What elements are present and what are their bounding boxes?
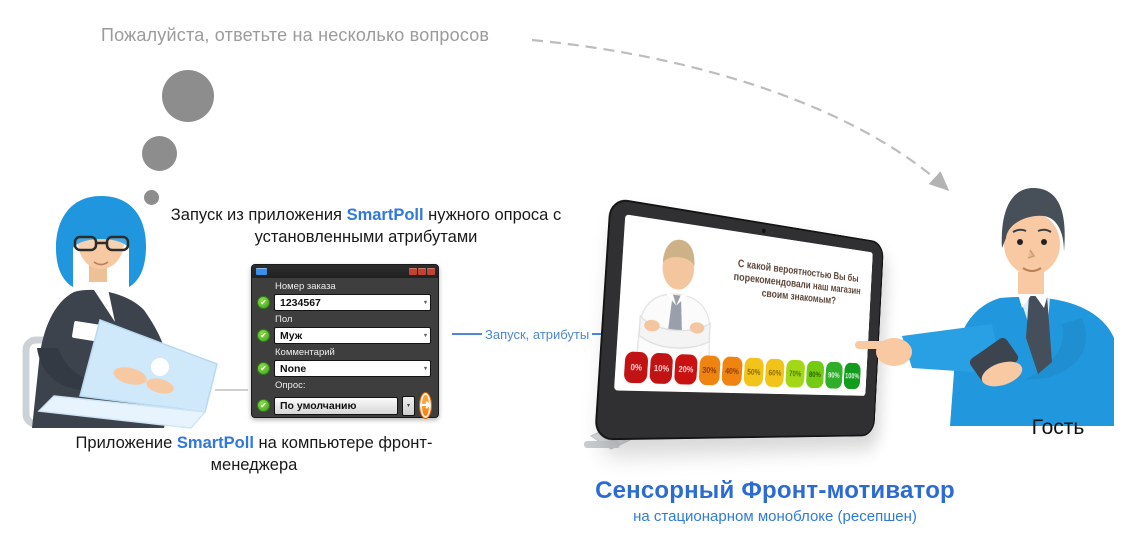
manager-caption-post: на компьютере фронт-менеджера <box>210 434 433 474</box>
comment-value: None <box>280 362 307 375</box>
guest-label: Гость <box>1031 416 1085 439</box>
field-label-order: Номер заказа <box>275 281 336 292</box>
smartpoll-brand: SmartPoll <box>176 434 254 452</box>
pointing-hand <box>855 338 912 366</box>
check-icon: ✔ <box>257 362 270 375</box>
app-icon <box>256 268 267 275</box>
maximize-button[interactable] <box>418 268 426 275</box>
gender-input[interactable]: Муж ▾ <box>274 327 431 344</box>
dropdown-caret-icon[interactable]: ▾ <box>423 333 427 339</box>
dropdown-caret-icon[interactable]: ▾ <box>423 300 427 306</box>
app-titlebar[interactable] <box>252 265 438 278</box>
launch-caption-pre: Запуск из приложения <box>170 206 347 224</box>
smartphone <box>969 337 1019 383</box>
nps-question: С какой вероятностью Вы бы порекомендова… <box>733 256 861 307</box>
check-icon: ✔ <box>257 296 270 309</box>
webcam-icon <box>761 228 766 234</box>
smartpoll-brand: SmartPoll <box>346 206 424 224</box>
gender-value: Муж <box>280 329 303 342</box>
nps-button[interactable]: 90% <box>824 361 843 389</box>
survey-select[interactable]: По умолчанию <box>274 396 398 415</box>
dropdown-caret-icon[interactable]: ▾ <box>423 366 427 372</box>
nps-button[interactable]: 40% <box>721 356 743 386</box>
nps-button[interactable]: 80% <box>805 360 825 389</box>
comment-input[interactable]: None ▾ <box>274 360 431 377</box>
flow-arrow-label: Запуск, атрибуты <box>485 326 590 342</box>
thought-bubble-circle-medium <box>142 136 177 171</box>
desk-line <box>215 389 248 391</box>
check-icon: ✔ <box>257 399 270 412</box>
kiosk-caption-subtitle: на стационарном моноблоке (ресепшен) <box>633 508 917 525</box>
flow-arrow-line <box>452 333 482 335</box>
nps-button[interactable]: 50% <box>743 357 765 387</box>
check-icon: ✔ <box>257 329 270 342</box>
laptop-logo <box>151 358 169 376</box>
typing-hand <box>113 367 147 385</box>
submit-arrow-button[interactable]: ➜ <box>419 392 432 419</box>
guest-illustration <box>855 188 1114 426</box>
field-label-gender: Пол <box>275 314 293 325</box>
survey-dropdown-button[interactable]: ▾ <box>402 395 415 416</box>
nps-button[interactable]: 30% <box>698 355 721 386</box>
thought-bubble-text: Пожалуйста, ответьте на несколько вопрос… <box>101 25 490 45</box>
nps-button[interactable]: 10% <box>649 352 674 385</box>
hair <box>1001 188 1065 252</box>
kiosk-caption-title: Сенсорный Фронт-мотиватор <box>595 477 955 504</box>
kiosk-touchscreen[interactable]: С какой вероятностью Вы бы порекомендова… <box>613 214 873 396</box>
field-label-comment: Комментарий <box>275 347 335 358</box>
front-manager-illustration <box>22 196 218 429</box>
smartpoll-app-window: Номер заказа ✔ 1234567 ▾ Пол ✔ Муж ▾ Комме… <box>251 264 439 419</box>
glasses-icon <box>73 235 130 252</box>
thought-bubble-circle-large <box>162 70 214 122</box>
nps-button[interactable]: 20% <box>674 353 698 385</box>
nps-button-row: 0% 10% 20% 30% 40% 50% 60% 70% 80% 90% 1… <box>623 351 861 390</box>
manager-caption: Приложение SmartPoll на компьютере фронт… <box>52 432 456 476</box>
launch-caption: Запуск из приложения SmartPoll нужного о… <box>170 204 562 248</box>
laptop-base <box>37 395 207 429</box>
nps-button[interactable]: 60% <box>764 358 785 388</box>
survey-value: По умолчанию <box>280 399 357 412</box>
order-number-value: 1234567 <box>280 296 321 309</box>
manager-caption-pre: Приложение <box>75 434 177 452</box>
nps-button[interactable]: 0% <box>623 351 649 384</box>
thought-bubble-circle-small <box>144 190 159 205</box>
kiosk-monoblock: С какой вероятностью Вы бы порекомендова… <box>594 197 885 441</box>
close-button[interactable] <box>427 268 435 275</box>
minimize-button[interactable] <box>409 268 417 275</box>
order-number-input[interactable]: 1234567 ▾ <box>274 294 431 311</box>
field-label-survey: Опрос: <box>275 380 306 391</box>
nps-button[interactable]: 70% <box>785 359 805 388</box>
blue-hair <box>56 196 146 287</box>
tie <box>1026 296 1052 374</box>
launch-caption-post: нужного опроса с установленными атрибута… <box>254 206 562 246</box>
